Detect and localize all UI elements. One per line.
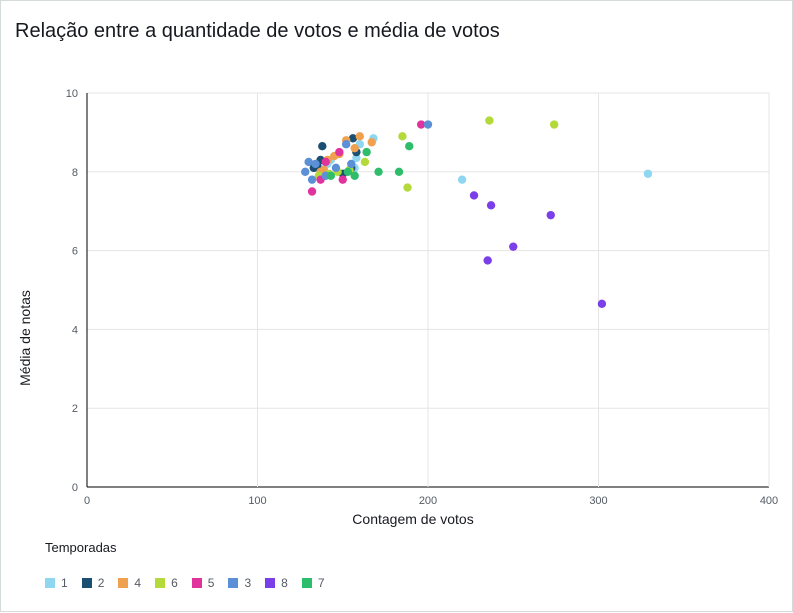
- data-point-temporada-7: [405, 141, 414, 151]
- grid: [86, 92, 770, 488]
- data-point-temporada-3: [423, 120, 433, 129]
- data-point-temporada-2: [348, 134, 358, 143]
- legend-item-1[interactable]: 1: [45, 576, 68, 590]
- legend-label: 3: [244, 576, 252, 590]
- legend-label: 1: [61, 576, 68, 590]
- data-point-temporada-6: [398, 132, 407, 141]
- data-point-temporada-3: [311, 159, 320, 169]
- data-points: [301, 116, 653, 308]
- y-tick-label: 8: [72, 167, 78, 179]
- data-point-temporada-1: [643, 169, 653, 178]
- data-point-temporada-7: [350, 171, 359, 180]
- legend-item-6[interactable]: 6: [155, 576, 178, 590]
- y-tick-label: 4: [72, 324, 78, 336]
- legend-item-2[interactable]: 2: [81, 576, 105, 590]
- legend-label: 5: [207, 576, 215, 590]
- y-tick-label: 0: [72, 482, 78, 494]
- x-tick-label: 200: [419, 495, 437, 507]
- data-point-temporada-4: [367, 138, 376, 147]
- data-point-temporada-7: [394, 167, 404, 176]
- x-tick-label: 400: [760, 495, 778, 507]
- data-point-temporada-5: [416, 120, 426, 129]
- legend-swatch: [118, 578, 129, 588]
- data-point-temporada-1: [352, 153, 361, 163]
- x-tick-label: 100: [248, 495, 266, 507]
- legend-swatch: [301, 578, 312, 588]
- legend-label: 8: [281, 576, 288, 590]
- data-point-temporada-3: [331, 163, 341, 173]
- data-point-temporada-5: [338, 175, 347, 184]
- data-point-temporada-8: [483, 256, 492, 265]
- legend-label: 7: [317, 576, 325, 590]
- legend-label: 2: [97, 576, 105, 590]
- data-point-temporada-3: [347, 159, 356, 169]
- y-tick-label: 10: [66, 88, 78, 100]
- data-point-temporada-2: [318, 141, 327, 151]
- legend-label: 4: [134, 576, 142, 590]
- x-axis-title: Contagem de votos: [352, 511, 473, 527]
- data-point-temporada-8: [469, 191, 479, 200]
- data-point-temporada-7: [362, 147, 371, 157]
- y-tick-label: 2: [72, 403, 78, 415]
- data-point-temporada-6: [360, 157, 370, 167]
- legend-item-3[interactable]: 3: [228, 576, 251, 590]
- data-point-temporada-5: [335, 147, 344, 157]
- data-point-temporada-7: [343, 167, 353, 176]
- data-point-temporada-8: [546, 210, 555, 220]
- legend: 1 2 4 6 5 3 8 7: [45, 576, 339, 590]
- legend-title: Temporadas: [45, 540, 117, 555]
- legend-item-8[interactable]: 8: [265, 576, 288, 590]
- legend-item-5[interactable]: 5: [191, 576, 215, 590]
- legend-swatch: [81, 578, 92, 588]
- x-tick-label: 300: [589, 495, 607, 507]
- data-point-temporada-7: [374, 167, 383, 176]
- legend-swatch: [45, 578, 55, 588]
- data-point-temporada-3: [304, 157, 313, 167]
- data-point-temporada-8: [486, 201, 496, 210]
- data-point-temporada-3: [341, 140, 351, 149]
- data-point-temporada-6: [485, 116, 494, 125]
- y-axis-title: Média de notas: [17, 290, 33, 386]
- legend-label: 6: [171, 576, 178, 590]
- legend-swatch: [191, 578, 202, 588]
- legend-item-7[interactable]: 7: [301, 576, 325, 590]
- data-point-temporada-3: [301, 167, 310, 176]
- data-point-temporada-4: [350, 143, 359, 153]
- legend-item-4[interactable]: 4: [118, 576, 141, 590]
- data-point-temporada-8: [509, 242, 518, 251]
- data-point-temporada-7: [326, 171, 336, 180]
- data-point-temporada-8: [597, 299, 607, 308]
- data-point-temporada-6: [403, 183, 412, 192]
- data-point-temporada-3: [307, 175, 317, 184]
- legend-swatch: [228, 578, 239, 588]
- data-point-temporada-1: [457, 175, 467, 184]
- data-point-temporada-5: [321, 157, 330, 167]
- chart-title: Relação entre a quantidade de votos e mé…: [15, 20, 500, 42]
- data-point-temporada-6: [549, 120, 559, 129]
- legend-swatch: [155, 578, 166, 588]
- x-tick-label: 0: [84, 495, 90, 507]
- data-point-temporada-5: [307, 187, 317, 196]
- y-tick-label: 6: [72, 246, 78, 258]
- legend-swatch: [265, 578, 276, 588]
- data-point-temporada-4: [355, 132, 364, 141]
